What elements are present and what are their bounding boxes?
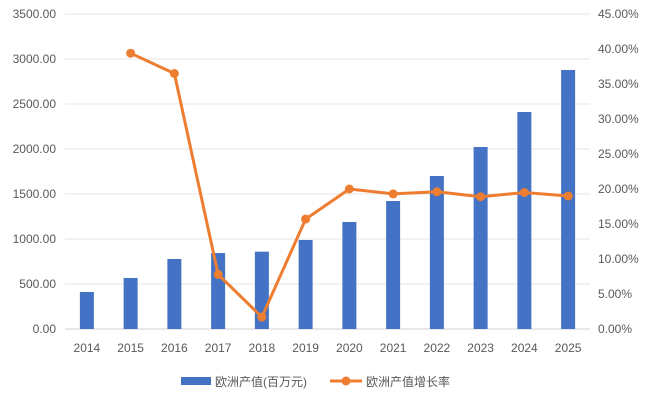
x-tick-label: 2025 xyxy=(555,341,582,355)
right-tick-label: 30.00% xyxy=(598,112,639,126)
right-tick-label: 45.00% xyxy=(598,7,639,21)
bar-2022 xyxy=(429,176,444,329)
left-tick-label: 2000.00 xyxy=(13,142,57,156)
growth-point-2021 xyxy=(388,189,398,199)
x-tick-label: 2015 xyxy=(117,341,144,355)
x-tick-label: 2022 xyxy=(424,341,451,355)
bar-2020 xyxy=(342,221,357,329)
bar-2023 xyxy=(473,147,488,329)
bar-2021 xyxy=(386,201,401,329)
bar-2017 xyxy=(211,253,226,329)
x-tick-label: 2019 xyxy=(292,341,319,355)
right-tick-label: 15.00% xyxy=(598,217,639,231)
x-tick-label: 2016 xyxy=(161,341,188,355)
left-tick-label: 1000.00 xyxy=(13,232,57,246)
bar-2024 xyxy=(517,112,532,329)
x-tick-label: 2020 xyxy=(336,341,363,355)
left-tick-label: 0.00 xyxy=(33,322,57,336)
right-tick-label: 10.00% xyxy=(598,252,639,266)
x-tick-label: 2014 xyxy=(74,341,101,355)
x-tick-label: 2023 xyxy=(467,341,494,355)
growth-point-2020 xyxy=(344,184,354,194)
growth-point-2019 xyxy=(301,214,311,224)
growth-point-2024 xyxy=(519,188,529,197)
right-tick-label: 35.00% xyxy=(598,77,639,91)
bar-2015 xyxy=(123,277,138,329)
growth-point-2017 xyxy=(213,269,223,279)
x-tick-label: 2024 xyxy=(511,341,538,355)
right-tick-label: 20.00% xyxy=(598,182,639,196)
left-tick-label: 500.00 xyxy=(19,277,56,291)
bar-2019 xyxy=(298,239,313,329)
bar-2014 xyxy=(79,292,94,329)
legend-bar-swatch xyxy=(181,377,211,385)
left-tick-label: 3500.00 xyxy=(13,7,57,21)
growth-point-2015 xyxy=(126,48,136,58)
right-tick-label: 40.00% xyxy=(598,42,639,56)
legend: 欧洲产值(百万元) 欧洲产值增长率 xyxy=(181,374,450,389)
x-tick-label: 2018 xyxy=(249,341,276,355)
legend-line-marker xyxy=(341,376,351,386)
growth-point-2018 xyxy=(257,312,267,322)
left-tick-label: 2500.00 xyxy=(13,97,57,111)
legend-bar-label: 欧洲产值(百万元) xyxy=(215,374,307,389)
x-tick-label: 2021 xyxy=(380,341,407,355)
left-tick-label: 3000.00 xyxy=(13,52,57,66)
right-tick-label: 5.00% xyxy=(598,287,632,301)
bar-2016 xyxy=(167,258,182,329)
growth-point-2025 xyxy=(563,191,573,201)
legend-line-label: 欧洲产值增长率 xyxy=(366,374,450,389)
growth-point-2023 xyxy=(476,192,486,202)
right-tick-label: 25.00% xyxy=(598,147,639,161)
growth-point-2022 xyxy=(432,187,442,197)
growth-point-2016 xyxy=(169,69,179,78)
left-tick-label: 1500.00 xyxy=(13,187,57,201)
right-tick-label: 0.00% xyxy=(598,322,632,336)
x-tick-label: 2017 xyxy=(205,341,232,355)
